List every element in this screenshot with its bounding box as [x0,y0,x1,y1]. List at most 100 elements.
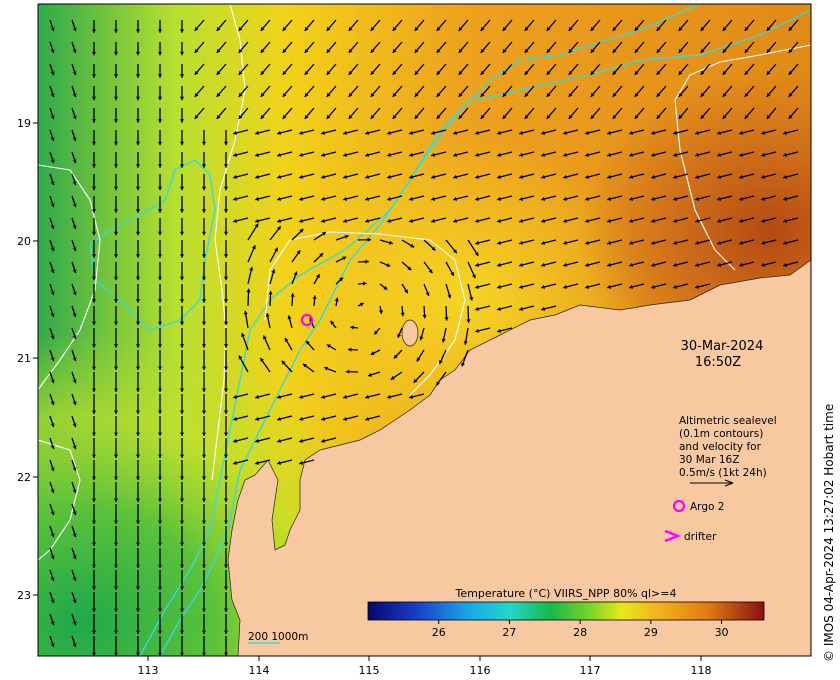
velocity-arrow-head [201,231,207,236]
velocity-arrow-head [50,511,55,516]
velocity-arrow-head [299,416,304,421]
velocity-arrow-head [91,209,97,213]
velocity-arrow-head [386,263,391,267]
velocity-arrow-head [135,119,141,123]
velocity-arrow-head [316,274,320,279]
velocity-arrow-head [201,321,207,326]
velocity-arrow-head [179,276,185,281]
velocity-arrow-head [157,96,163,101]
velocity-arrow-head [541,196,546,201]
velocity-arrow-head [91,520,97,524]
velocity-arrow-head [629,262,634,267]
velocity-arrow-head [72,643,77,648]
argo-float-marker[interactable] [300,313,314,327]
velocity-arrow-head [471,274,476,279]
velocity-arrow-head [179,388,185,392]
velocity-arrow-head [223,630,229,634]
velocity-arrow-head [761,152,766,157]
velocity-arrow-head [463,340,468,345]
x-tick-label: 117 [580,664,601,677]
velocity-arrow-head [255,152,260,157]
velocity-arrow-head [453,249,457,254]
velocity-arrow-head [585,262,590,267]
velocity-arrow-head [157,231,163,236]
velocity-arrow-head [157,586,163,590]
velocity-arrow-head [201,141,207,146]
velocity-arrow-head [201,186,207,191]
velocity-arrow-head [519,284,524,289]
velocity-arrow-head [135,498,141,502]
velocity-arrow-head [761,174,766,179]
velocity-arrow-head [194,70,199,75]
velocity-arrow-head [50,247,55,252]
velocity-arrow-head [370,351,375,355]
velocity-arrow-head [365,259,369,264]
velocity-arrow-head [113,432,119,436]
velocity-arrow-head [223,231,229,236]
velocity-arrow-head [72,621,77,626]
velocity-arrow-head [72,533,77,538]
plot-area: 30-Mar-2024 16:50Z Altimetric sealevel (… [38,4,811,656]
velocity-arrow-head [365,196,370,201]
velocity-arrow-head [744,92,749,97]
velocity-arrow-head [223,564,229,568]
velocity-arrow-head [502,26,507,31]
velocity-arrow-head [113,209,119,213]
velocity-arrow-head [480,26,485,31]
isobath-eddy [89,159,216,331]
velocity-arrow-head [766,48,771,53]
velocity-arrow-head [563,284,568,289]
velocity-arrow-head [157,299,163,303]
velocity-arrow-head [72,423,77,428]
velocity-arrow-head [277,196,282,201]
velocity-arrow-head [135,74,141,78]
velocity-arrow-head [157,388,163,392]
velocity-arrow-head [157,542,163,546]
velocity-arrow-head [135,254,141,258]
velocity-arrow-head [157,119,163,123]
velocity-arrow-head [673,196,678,201]
velocity-arrow-head [497,218,502,223]
velocity-arrow-head [238,26,243,31]
velocity-arrow-head [607,218,612,223]
velocity-arrow-head [277,218,282,223]
velocity-arrow-head [113,51,119,56]
velocity-arrow-head [524,48,529,53]
velocity-arrow-head [480,92,485,97]
velocity-arrow-head [761,218,766,223]
velocity-arrow-head [135,29,141,33]
velocity-arrow-head [541,218,546,223]
velocity-arrow-head [135,344,141,348]
velocity-arrow-head [135,652,141,656]
velocity-arrow-head [113,231,119,236]
velocity-arrow-head [629,240,634,245]
velocity-arrow-head [321,394,326,399]
velocity-arrow-head [475,262,480,267]
velocity-arrow-head [113,74,119,78]
velocity-arrow-head [788,114,793,119]
velocity-arrow-head [739,174,744,179]
velocity-arrow-head [223,186,229,191]
velocity-arrow-head [766,70,771,75]
velocity-arrow-head [233,218,238,223]
velocity-arrow-head [326,70,331,75]
velocity-arrow-head [546,114,551,119]
velocity-arrow-head [91,164,97,168]
velocity-arrow-head [135,520,141,524]
velocity-arrow-head [72,181,77,186]
velocity-arrow-head [157,476,163,480]
velocity-arrow-head [179,542,185,546]
velocity-arrow-head [157,608,163,612]
velocity-arrow-head [72,599,77,604]
velocity-arrow-head [255,438,260,443]
velocity-arrow-head [519,218,524,223]
velocity-arrow-head [342,256,347,261]
sealevel-contour-4 [674,44,811,271]
velocity-arrow-head [744,48,749,53]
velocity-arrow-head [91,564,97,568]
velocity-arrow-head [72,577,77,582]
velocity-arrow-head [135,321,141,326]
velocity-arrow-head [700,48,705,53]
velocity-arrow-head [293,271,298,276]
velocity-arrow-head [634,70,639,75]
